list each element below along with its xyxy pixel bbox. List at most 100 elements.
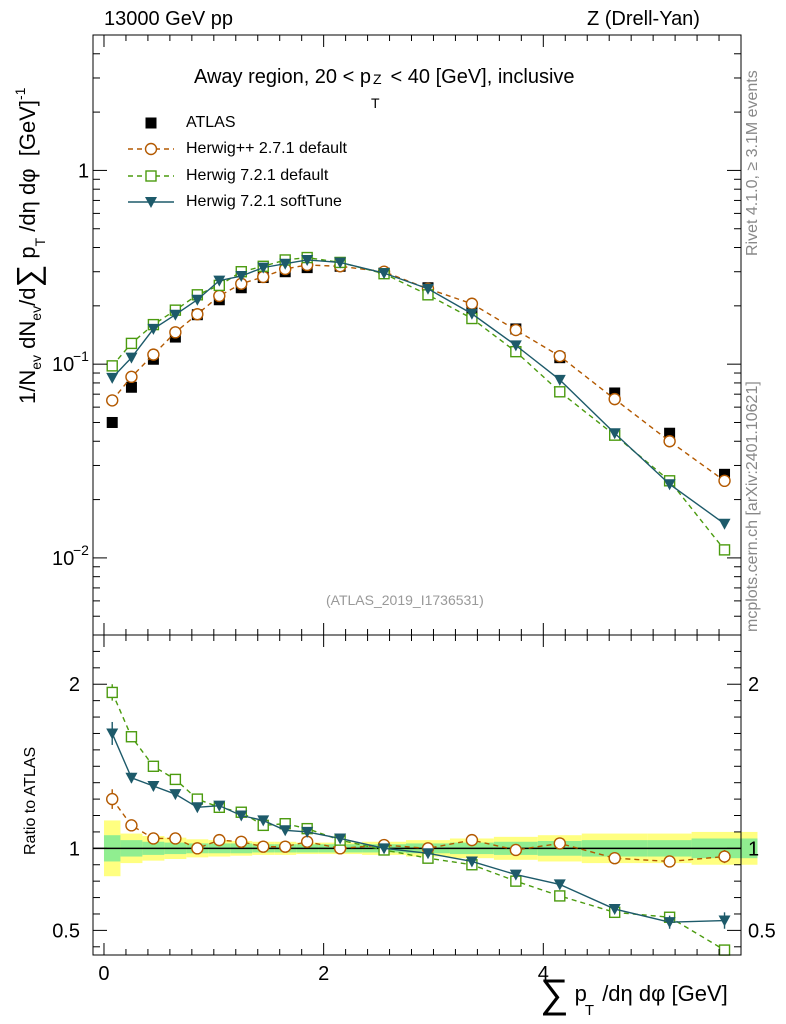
main-point-softtune [663,479,676,491]
ratio-point-herwigpp [257,840,270,853]
analysis-id: (ATLAS_2019_I1736531) [326,592,484,608]
ratio-point-herwigpp [191,842,204,855]
main-point-herwig721 [106,360,118,372]
main-point-softtune [378,268,391,280]
main-point-herwigpp [147,348,160,361]
x-label-sum: ∑ [540,972,569,1016]
main-point-softtune [608,428,621,440]
x-tick-label: 4 [538,963,549,985]
main-point-softtune [257,262,270,274]
ratio-point-herwigpp [106,792,119,806]
x-label-sub: T [584,1002,595,1019]
main-point-softtune [106,372,119,384]
legend-marker-softtune [145,197,157,208]
plot-frames [92,34,742,956]
main-point-softtune [279,258,292,270]
main-point-softtune [147,323,160,335]
ratio-y-tick-label: 1 [69,838,80,860]
main-point-atlas [664,427,676,439]
main-y-tick-exponent: −1 [73,348,89,364]
ratio-point-herwigpp [608,851,621,865]
ratio-point-softtune [663,917,676,929]
plot-title-sup: Z [372,71,382,87]
ratio-point-herwigpp [718,850,731,863]
ratio-point-softtune [279,825,292,837]
x-label-p: p [574,981,587,1006]
ratio-series-group [106,684,731,956]
legend-label-herwigpp: Herwig++ 2.7.1 default [186,140,347,157]
ratio-point-softtune [608,904,621,916]
ratio-point-herwigpp [663,855,676,868]
ratio-point-herwig721 [169,773,182,786]
ratio-y-tick-label: 2 [69,674,80,696]
ratio-point-herwigpp [213,833,226,847]
main-point-atlas [125,381,137,393]
ratio-point-herwigpp [465,833,479,847]
ratio-point-softtune [125,772,138,784]
main-y-tick-label: 1 [78,160,89,182]
plot-title-b: < 40 [GeV], inclusive [390,66,575,88]
ratio-point-softtune [213,800,226,812]
main-point-herwigpp [663,435,676,448]
main-line-softtune [111,259,725,525]
ratio-point-softtune [378,843,391,855]
main-point-softtune [509,340,522,352]
ratio-point-herwig721 [554,890,566,902]
main-line-herwigpp [111,264,725,482]
legend-label-atlas: ATLAS [186,114,236,131]
ratio-point-herwigpp [235,835,248,848]
main-point-atlas [719,468,731,480]
ratio-point-softtune [191,802,204,814]
ratio-frame [92,634,742,956]
ratio-point-herwigpp [125,819,138,832]
ratio-point-herwig721 [125,731,138,743]
plot-title-a: Away region, 20 < p [194,66,371,88]
main-point-softtune [125,352,138,364]
ratio-line-softtune [111,733,725,923]
main-point-herwigpp [608,392,621,406]
plot-title-sub: T [370,95,380,111]
legend-label-herwig721: Herwig 7.2.1 default [186,167,329,184]
main-point-softtune [169,309,182,321]
main-point-herwigpp [718,474,731,488]
main-point-atlas [106,416,118,428]
ratio-point-softtune [257,815,270,827]
main-point-softtune [235,271,248,283]
main-point-herwig721 [554,386,566,398]
legend-marker-herwigpp [144,142,158,156]
ratio-point-herwigpp [509,843,523,857]
ratio-point-softtune [509,869,522,881]
main-point-herwig721 [125,337,138,350]
main-y-tick-exponent: −2 [73,542,89,558]
ratio-point-softtune [334,833,347,845]
ratio-point-herwigpp [169,832,182,845]
main-series-group [106,251,731,556]
header-energy: 13000 GeV pp [104,8,233,30]
main-y-tick-label: 10 [52,354,74,376]
ratio-point-herwig721 [718,944,731,956]
ratio-point-softtune [147,780,160,792]
main-point-softtune [421,283,434,295]
axis-ticks: 0 2 410−210−110.5 0.51 12 2 [52,34,776,985]
ratio-y-tick-label: 0.5 [52,920,80,942]
main-point-softtune [465,308,478,320]
main-point-herwig721 [718,544,731,556]
legend-label-softtune: Herwig 7.2.1 softTune [186,193,342,210]
ratio-point-softtune [465,856,478,868]
ratio-point-softtune [106,728,119,740]
main-point-softtune [213,275,226,287]
main-point-herwigpp [213,289,226,303]
ratio-point-herwigpp [147,832,160,845]
ratio-y-tick-label-right: 2 [748,674,759,696]
ratio-point-herwigpp [279,840,292,853]
ratio-point-herwigpp [553,837,566,850]
main-line-herwig721 [111,256,726,551]
ratio-point-softtune [169,789,182,801]
main-point-softtune [191,294,204,306]
legend-marker-herwig721 [145,170,157,182]
x-tick-label: 2 [318,963,329,985]
main-point-herwigpp [553,349,566,363]
main-point-herwigpp [465,297,479,310]
